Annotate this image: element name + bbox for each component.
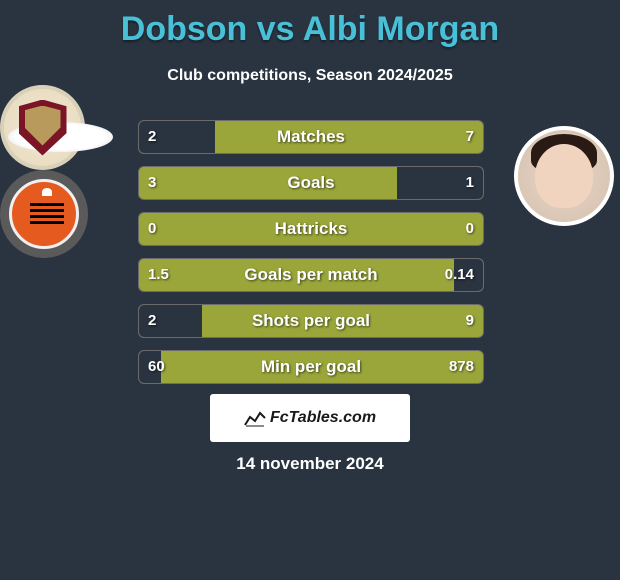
club-circle-icon [9,179,79,249]
stat-left-value: 2 [148,304,156,338]
stat-row: 29Shots per goal [138,304,484,338]
stat-right-value: 878 [449,350,474,384]
stat-right-value: 0.14 [445,258,474,292]
avatar-face [535,144,593,208]
stat-right-value: 7 [466,120,474,154]
branding-box: FcTables.com [210,394,410,442]
stat-right-value: 9 [466,304,474,338]
stat-row: 60878Min per goal [138,350,484,384]
stat-right-value: 1 [466,166,474,200]
club-right-badge [0,170,88,258]
stat-row: 1.50.14Goals per match [138,258,484,292]
stat-row: 00Hattricks [138,212,484,246]
bar-fill [138,258,484,292]
stat-left-value: 60 [148,350,165,384]
page-title: Dobson vs Albi Morgan [0,0,620,49]
stat-right-value: 0 [466,212,474,246]
bar-fill [138,350,484,384]
stat-left-value: 3 [148,166,156,200]
stat-left-value: 0 [148,212,156,246]
stat-row: 27Matches [138,120,484,154]
stat-row: 31Goals [138,166,484,200]
stat-left-value: 1.5 [148,258,169,292]
page-subtitle: Club competitions, Season 2024/2025 [0,67,620,85]
stat-left-value: 2 [148,120,156,154]
comparison-chart: 27Matches31Goals00Hattricks1.50.14Goals … [138,120,484,384]
bar-fill [138,212,484,246]
branding-text: FcTables.com [270,409,376,427]
player-right-avatar [514,126,614,226]
chart-line-icon [244,409,266,427]
footer-date: 14 november 2024 [0,454,620,474]
